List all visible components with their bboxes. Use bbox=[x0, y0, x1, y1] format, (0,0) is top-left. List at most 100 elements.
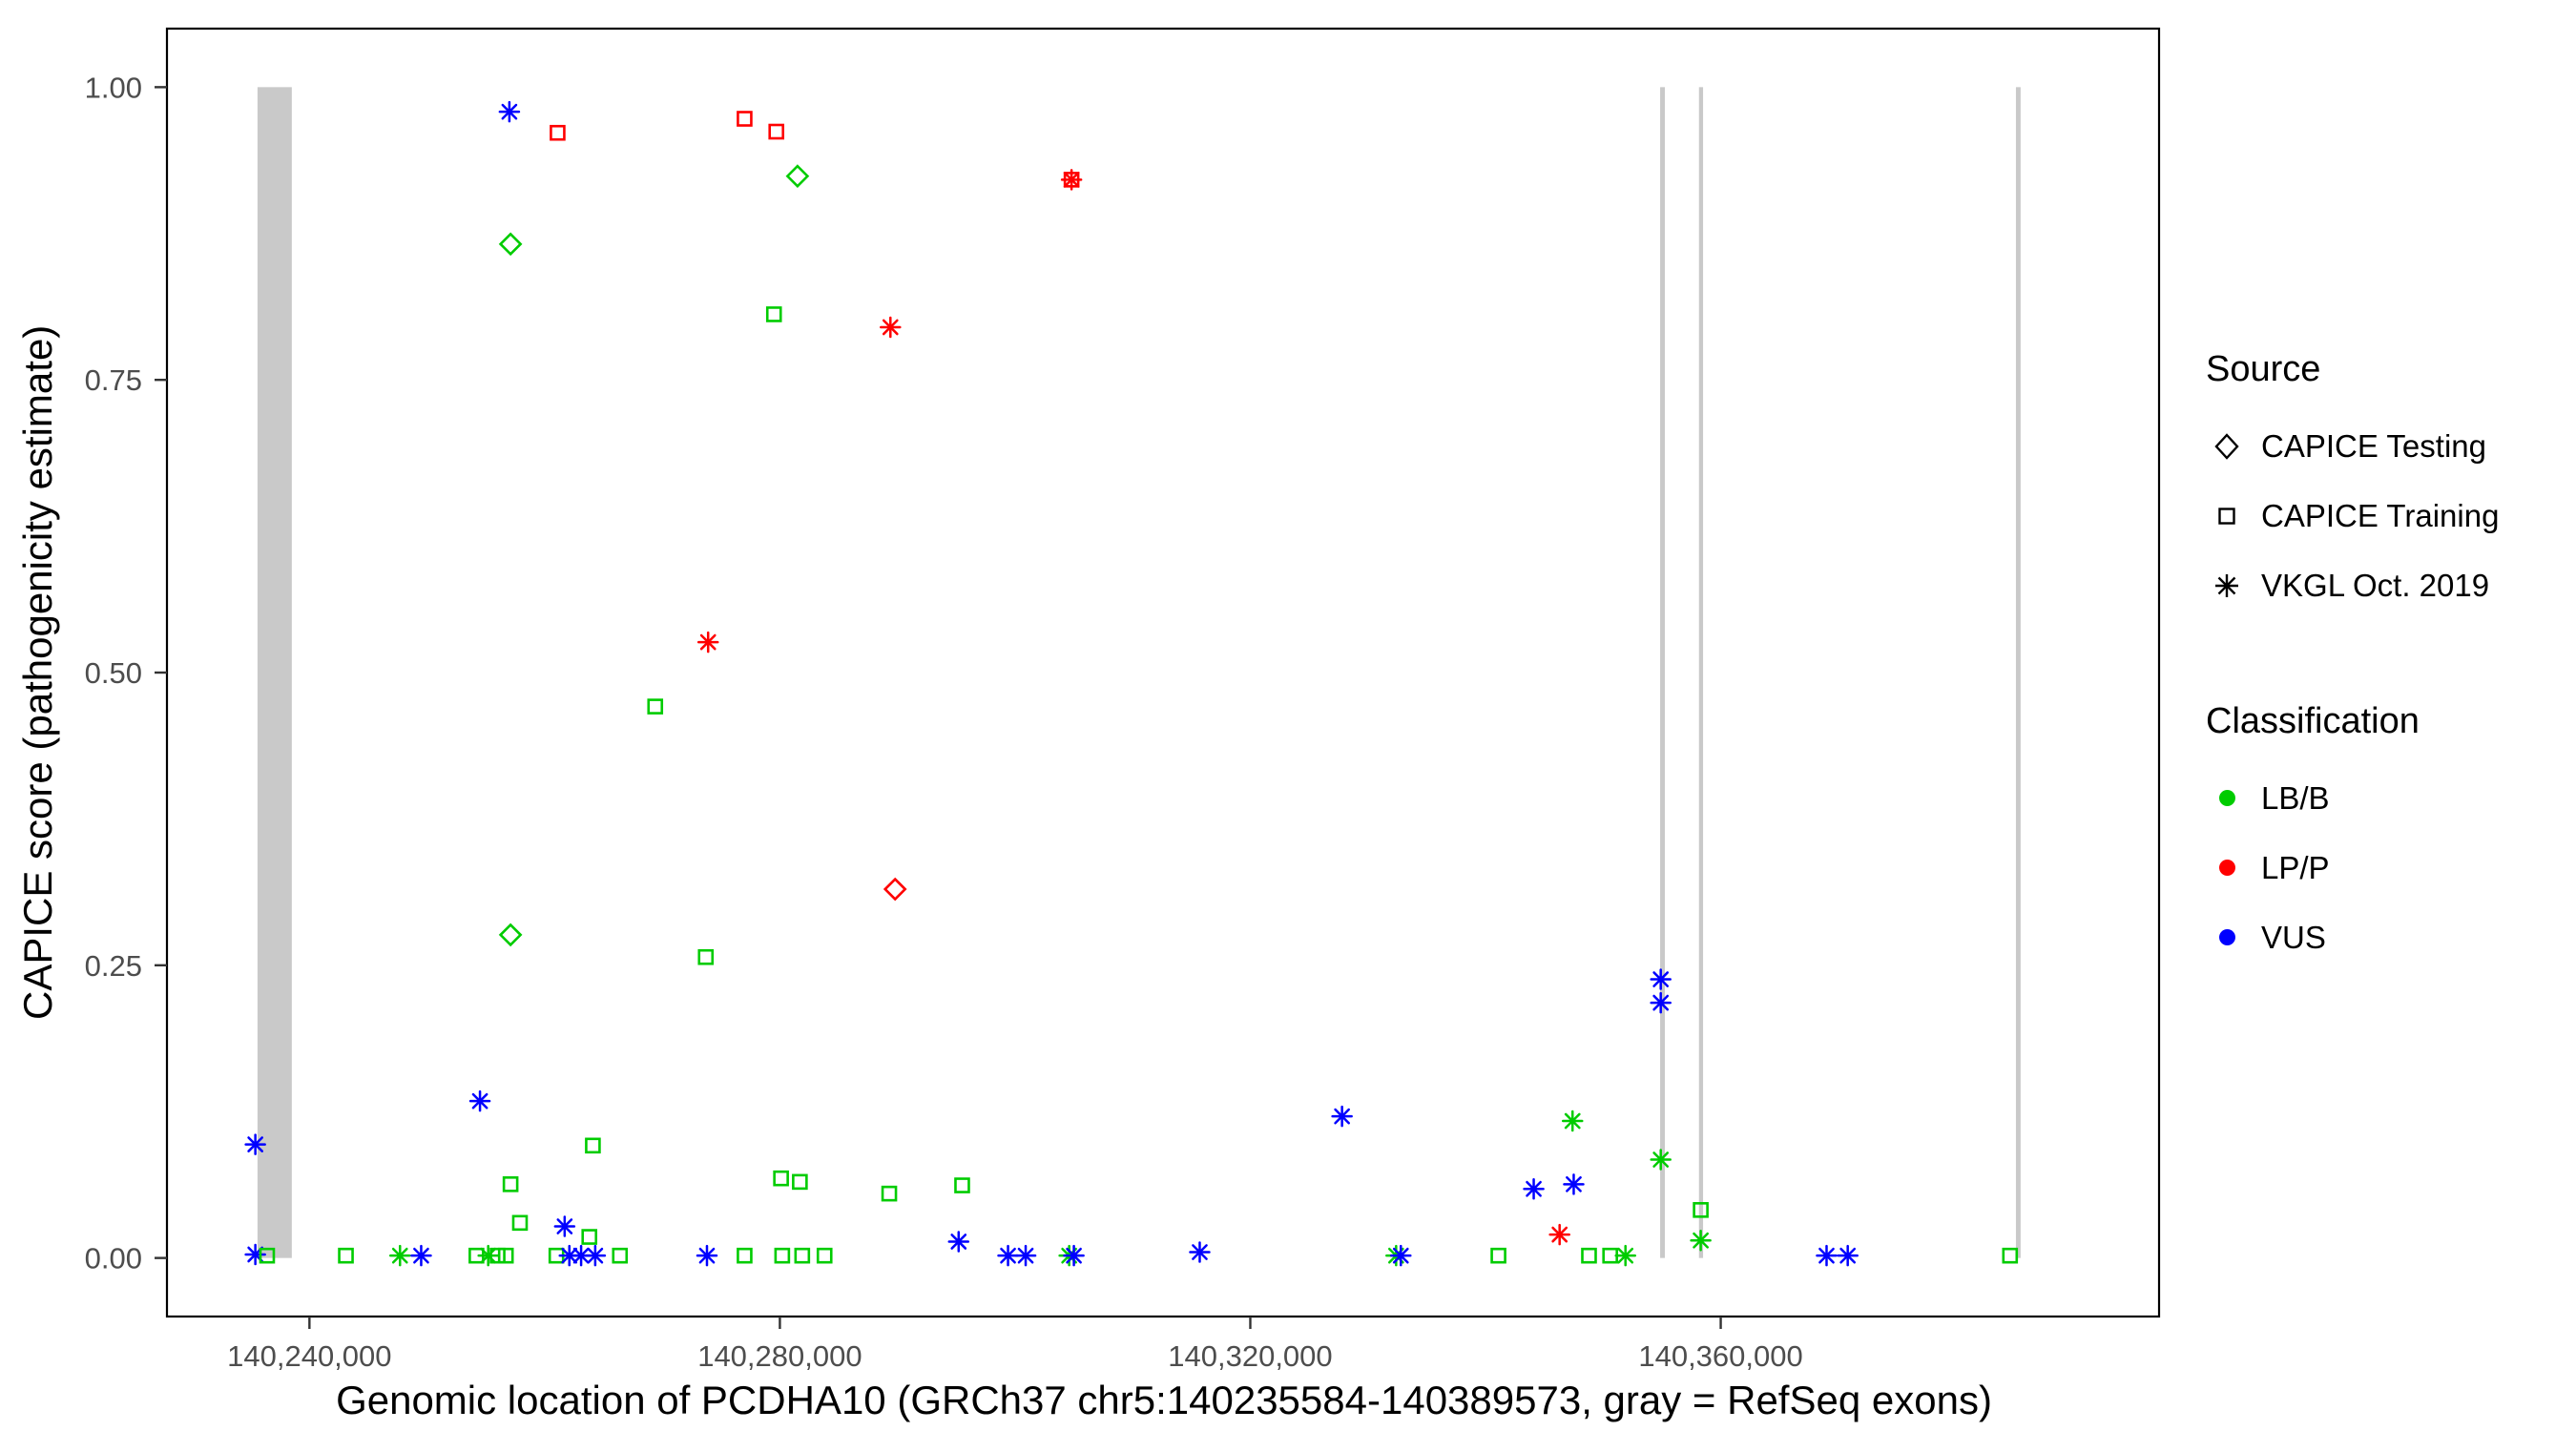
data-point bbox=[997, 1244, 1019, 1267]
data-point bbox=[511, 1214, 529, 1232]
lbb-dot-icon bbox=[2219, 790, 2235, 806]
data-point bbox=[792, 1173, 808, 1191]
data-point bbox=[1650, 991, 1672, 1014]
data-point bbox=[1060, 169, 1083, 191]
x-axis-title: Genomic location of PCDHA10 (GRCh37 chr5… bbox=[336, 1378, 1992, 1422]
legend-classification-block: Classification LB/B LP/P VUS bbox=[2206, 701, 2499, 972]
data-point bbox=[1523, 1177, 1545, 1200]
data-point bbox=[1816, 1244, 1838, 1267]
data-point bbox=[816, 1247, 833, 1264]
data-point bbox=[498, 923, 523, 947]
legend: Source CAPICE Testing CAPICE Training bbox=[2206, 349, 2499, 972]
legend-item-capice-training: CAPICE Training bbox=[2206, 481, 2499, 550]
data-point bbox=[1581, 1247, 1597, 1264]
data-point bbox=[883, 877, 907, 902]
data-point bbox=[1331, 1105, 1353, 1128]
data-point bbox=[244, 1133, 266, 1155]
legend-item-label: VUS bbox=[2261, 919, 2326, 955]
data-point bbox=[553, 1215, 576, 1237]
data-point bbox=[338, 1247, 354, 1264]
data-point bbox=[550, 124, 566, 141]
y-axis-title: CAPICE score (pathogenicity estimate) bbox=[15, 324, 60, 1021]
x-tick-label: 140,280,000 bbox=[697, 1339, 862, 1373]
data-point bbox=[1650, 968, 1672, 990]
data-point bbox=[1189, 1241, 1211, 1263]
data-point bbox=[1650, 1149, 1672, 1171]
refseq-exon bbox=[1698, 87, 1704, 1258]
legend-item-label: VKGL Oct. 2019 bbox=[2261, 567, 2490, 603]
data-point bbox=[2002, 1247, 2019, 1264]
refseq-exon bbox=[257, 87, 292, 1258]
legend-source-block: Source CAPICE Testing CAPICE Training bbox=[2206, 349, 2499, 620]
data-point bbox=[1014, 1244, 1037, 1267]
panel-background bbox=[167, 29, 2159, 1317]
data-point bbox=[410, 1244, 432, 1267]
data-point bbox=[768, 123, 785, 140]
x-tick-label: 140,360,000 bbox=[1638, 1339, 1802, 1373]
y-tick-label: 0.25 bbox=[85, 949, 142, 983]
data-point bbox=[1614, 1244, 1636, 1267]
y-tick-label: 0.50 bbox=[85, 656, 142, 690]
data-point bbox=[794, 1247, 811, 1264]
data-point bbox=[259, 1247, 276, 1264]
legend-item-lpp: LP/P bbox=[2206, 833, 2499, 902]
data-point bbox=[1561, 1110, 1584, 1132]
data-point bbox=[696, 631, 719, 653]
data-point bbox=[1690, 1229, 1712, 1252]
legend-source-title: Source bbox=[2206, 349, 2321, 389]
data-point bbox=[774, 1247, 791, 1264]
data-point bbox=[612, 1247, 629, 1264]
data-point bbox=[1693, 1202, 1709, 1218]
y-tick-label: 1.00 bbox=[85, 71, 142, 104]
data-point bbox=[880, 316, 902, 339]
data-point bbox=[785, 164, 810, 188]
y-tick-label: 0.00 bbox=[85, 1242, 142, 1275]
legend-item-vkgl: VKGL Oct. 2019 bbox=[2206, 550, 2499, 620]
legend-item-capice-testing: CAPICE Testing bbox=[2206, 411, 2499, 481]
data-point bbox=[1490, 1247, 1506, 1264]
square-icon bbox=[2218, 507, 2235, 525]
legend-item-label: CAPICE Training bbox=[2261, 497, 2500, 533]
legend-item-label: CAPICE Testing bbox=[2261, 427, 2486, 464]
data-point bbox=[498, 100, 521, 123]
data-point bbox=[954, 1177, 970, 1193]
data-point bbox=[1563, 1173, 1585, 1195]
data-point bbox=[881, 1185, 898, 1202]
y-tick-label: 0.75 bbox=[85, 363, 142, 397]
legend-item-lbb: LB/B bbox=[2206, 763, 2499, 833]
legend-classification-title: Classification bbox=[2206, 701, 2420, 741]
data-point bbox=[697, 948, 715, 965]
data-point bbox=[498, 232, 523, 257]
data-point bbox=[1390, 1244, 1412, 1267]
x-tick-label: 140,240,000 bbox=[227, 1339, 391, 1373]
refseq-exon bbox=[1660, 87, 1666, 1258]
asterisk-icon bbox=[2215, 573, 2238, 597]
data-point bbox=[947, 1231, 970, 1253]
data-point bbox=[585, 1137, 601, 1154]
legend-item-label: LB/B bbox=[2261, 779, 2330, 816]
data-point bbox=[502, 1176, 519, 1192]
data-point bbox=[1063, 1244, 1085, 1267]
data-point bbox=[737, 111, 753, 127]
data-point bbox=[581, 1229, 598, 1245]
x-tick-label: 140,320,000 bbox=[1168, 1339, 1332, 1373]
vus-dot-icon bbox=[2219, 929, 2235, 945]
legend-item-label: LP/P bbox=[2261, 849, 2330, 885]
lpp-dot-icon bbox=[2219, 860, 2235, 876]
data-point bbox=[696, 1244, 718, 1267]
legend-item-vus: VUS bbox=[2206, 902, 2499, 972]
refseq-exon bbox=[2015, 87, 2021, 1258]
data-point bbox=[584, 1244, 607, 1267]
data-point bbox=[489, 1247, 506, 1264]
diamond-icon bbox=[2214, 432, 2239, 460]
data-point bbox=[773, 1170, 789, 1187]
data-point bbox=[497, 1247, 514, 1264]
data-point bbox=[468, 1089, 491, 1112]
data-point bbox=[1548, 1223, 1570, 1246]
data-point bbox=[477, 1244, 499, 1267]
data-point bbox=[1837, 1244, 1859, 1267]
data-point bbox=[765, 306, 782, 322]
data-point bbox=[647, 698, 664, 715]
